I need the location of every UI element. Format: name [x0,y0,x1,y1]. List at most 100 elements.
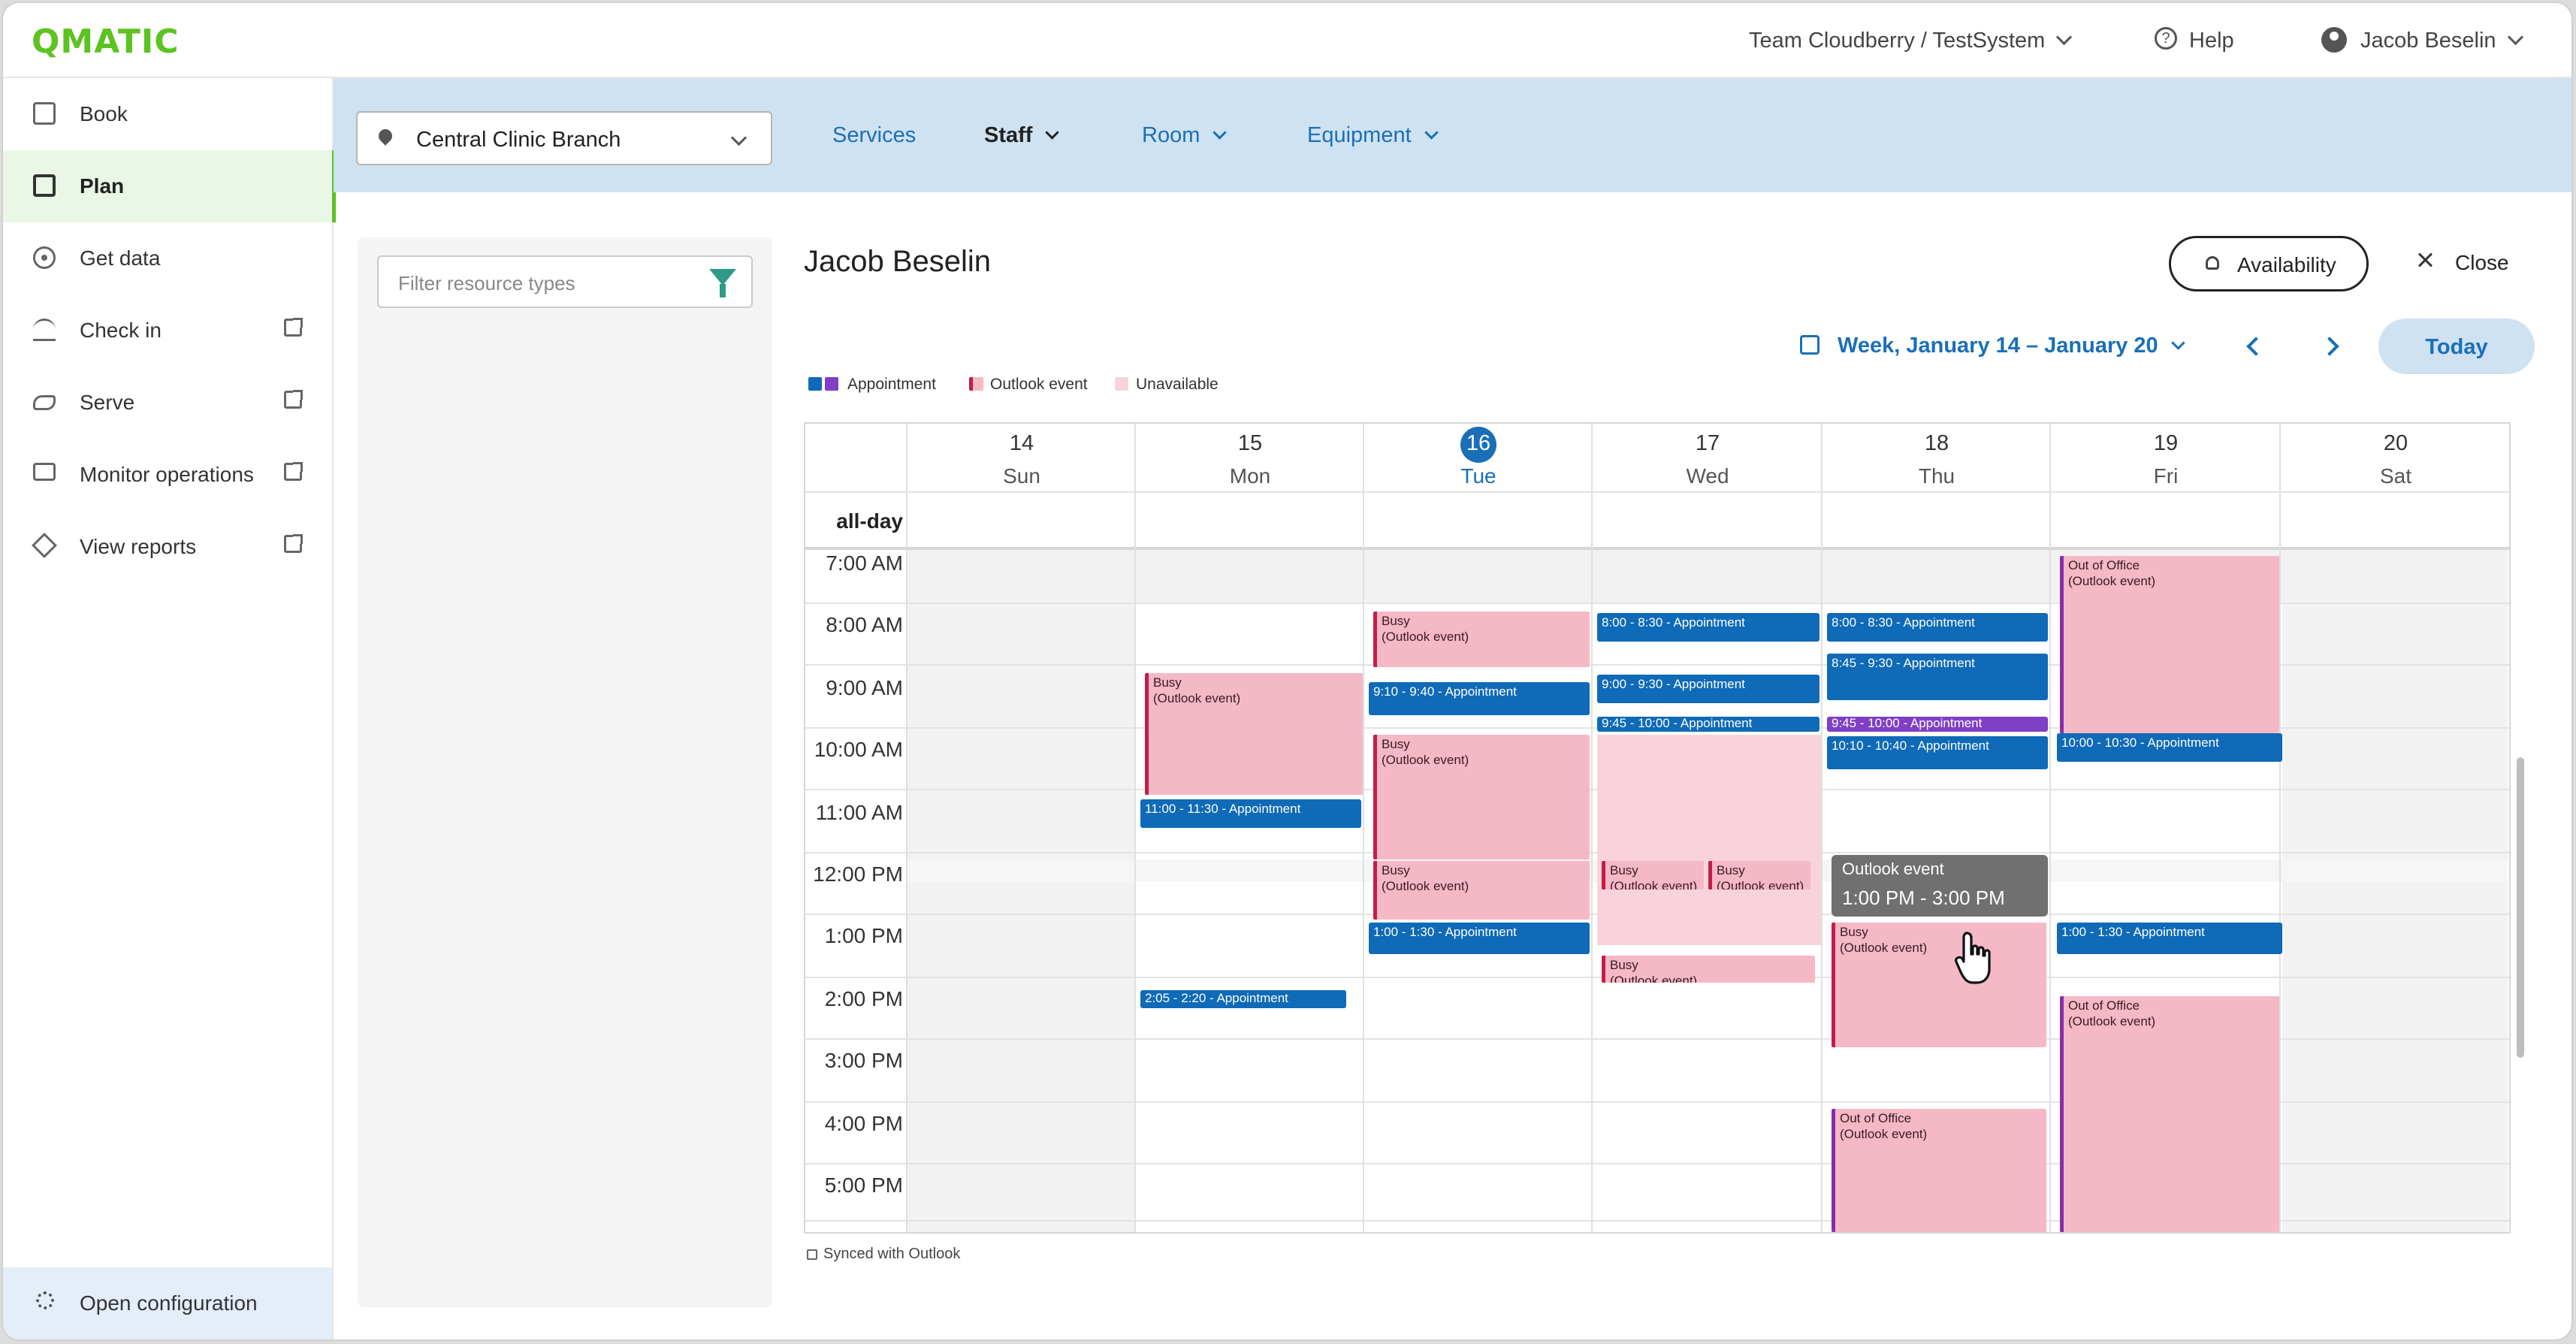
out-of-office-event[interactable]: Out of Office (Outlook event) [2060,556,2279,733]
appointment-event[interactable]: 1:00 - 1:30 - Appointment [2057,923,2282,954]
help-link[interactable]: Help [2189,29,2234,53]
chevron-down-icon [730,129,747,146]
person-icon [2206,256,2219,270]
branch-label: Central Clinic Branch [416,128,621,152]
allday-label: all-day [836,509,903,533]
busy-event[interactable]: Busy (Outlook event) [1373,861,1590,920]
appointment-event[interactable]: 2:05 - 2:20 - Appointment [1140,990,1346,1008]
event-title: Out of Office [1840,1111,1912,1125]
monitor-icon [33,463,56,481]
hour-line [805,1038,2509,1040]
busy-event[interactable]: Busy (Outlook event) [1602,956,1815,983]
external-link-icon[interactable] [284,390,303,409]
team-selector[interactable]: Team Cloudberry / TestSystem [1749,29,2073,53]
appointment-event[interactable]: 10:10 - 10:40 - Appointment [1827,736,2048,769]
out-of-office-event[interactable]: Out of Office (Outlook event) [1832,1109,2046,1232]
day-column-thu[interactable]: 18 Thu [1821,424,2051,1232]
filter-icon[interactable] [709,269,736,297]
help-icon[interactable]: ? [2155,27,2177,50]
event-title: Busy [1717,863,1745,877]
busy-event[interactable]: Busy (Outlook event) [1832,923,2046,1047]
tab-room[interactable]: Room [1142,123,1228,148]
availability-label: Availability [2237,253,2336,276]
out-of-office-event[interactable]: Out of Office (Outlook event) [2060,996,2279,1232]
branch-select[interactable]: Central Clinic Branch [356,111,772,165]
appointment-event[interactable]: 9:10 - 9:40 - Appointment [1369,682,1590,715]
tab-services[interactable]: Services [832,123,917,147]
tab-staff[interactable]: Staff [984,123,1060,148]
chevron-down-icon [2507,29,2523,46]
busy-event[interactable]: Busy (Outlook event) [1602,861,1704,889]
appointment-event[interactable]: 10:00 - 10:30 - Appointment [2057,733,2282,762]
time-label: 2:00 PM [824,987,903,1010]
sunday-shade [907,550,1136,1232]
appointment-event[interactable]: 8:00 - 8:30 - Appointment [1827,613,2048,642]
handshake-icon [33,395,56,410]
appointment-event[interactable]: 1:00 - 1:30 - Appointment [1369,923,1590,954]
sidebar-item-view-reports[interactable]: View reports [3,511,332,583]
sidebar-item-plan[interactable]: Plan [3,150,336,222]
sidebar-item-book[interactable]: Book [3,78,332,150]
sidebar-item-serve[interactable]: Serve [3,367,332,439]
day-column-sun[interactable]: 14 Sun [906,424,1136,1232]
appointment-event[interactable]: 9:00 - 9:30 - Appointment [1597,675,1820,703]
day-column-sat[interactable]: 20 Sat [2279,424,2509,1232]
team-label: Team Cloudberry / TestSystem [1749,29,2046,53]
today-button[interactable]: Today [2378,319,2535,374]
event-subtitle: (Outlook event) [1153,691,1241,705]
chevron-right-icon[interactable] [2320,337,2339,356]
time-label: 8:00 AM [826,613,903,636]
busy-event[interactable]: Busy (Outlook event) [1373,612,1590,667]
external-link-icon[interactable] [284,318,303,337]
external-link-icon[interactable] [284,462,303,481]
day-column-fri[interactable]: 19 Fri [2049,424,2281,1232]
sidebar-item-check-in[interactable]: Check in [3,294,332,367]
event-subtitle: (Outlook event) [1610,974,1698,983]
chevron-down-icon [2056,29,2073,46]
time-label: 4:00 PM [824,1112,903,1135]
day-number: 19 [2153,431,2179,455]
time-label: 9:00 AM [826,676,903,699]
event-subtitle: (Outlook event) [2068,1014,2156,1028]
appointment-event[interactable]: 11:00 - 11:30 - Appointment [1140,799,1361,828]
calendar-icon [1800,335,1820,355]
busy-event[interactable]: Busy (Outlook event) [1708,861,1810,889]
chevron-down-icon [1045,125,1060,140]
event-subtitle: (Outlook event) [1382,630,1469,644]
event-title: Busy [1153,675,1182,690]
tab-equipment[interactable]: Equipment [1307,123,1439,148]
close-button[interactable]: Close [2455,251,2509,274]
appointment-event[interactable]: 9:45 - 10:00 - Appointment [1597,717,1820,732]
calendar-scrollbar[interactable] [2517,757,2524,1058]
busy-event[interactable]: Busy (Outlook event) [1145,673,1363,795]
appointment-event[interactable]: 8:00 - 8:30 - Appointment [1597,613,1820,642]
event-tooltip: Outlook event 1:00 PM - 3:00 PM [1832,855,2048,917]
filter-resource-input[interactable]: Filter resource types [377,255,753,308]
day-number: 15 [1237,431,1263,455]
resource-filter-panel [358,237,772,1307]
appointment-event[interactable]: 9:45 - 10:00 - Appointment [1827,717,2048,732]
appointment-alt-swatch [825,377,838,391]
external-link-icon[interactable] [284,534,303,553]
chevron-left-icon[interactable] [2246,337,2266,356]
sidebar-item-monitor-operations[interactable]: Monitor operations [3,439,332,511]
appointment-event[interactable]: 8:45 - 9:30 - Appointment [1827,654,2048,700]
availability-button[interactable]: Availability [2169,236,2369,291]
chevron-down-icon [2170,336,2185,350]
tooltip-time: 1:00 PM - 3:00 PM [1842,886,2005,909]
legend-appointment: Appointment [847,376,936,393]
week-selector[interactable]: Week, January 14 – January 20 [1838,334,2185,358]
busy-event[interactable]: Busy (Outlook event) [1373,735,1590,859]
open-configuration-button[interactable]: Open configuration [3,1267,332,1339]
day-number: 16 [1466,431,1491,455]
time-label: 10:00 AM [814,738,903,761]
close-icon[interactable] [2416,251,2434,269]
chart-icon [32,533,57,558]
user-menu[interactable]: Jacob Beselin [2360,29,2523,53]
hand-cursor-icon [1955,932,1991,984]
day-column-wed[interactable]: 17 Wed [1591,424,1823,1232]
day-name: Sun [1003,464,1040,488]
day-column-mon[interactable]: 15 Mon [1134,424,1364,1232]
day-column-tue[interactable]: 16 Tue [1363,424,1593,1232]
sidebar-item-get-data[interactable]: Get data [3,222,332,294]
